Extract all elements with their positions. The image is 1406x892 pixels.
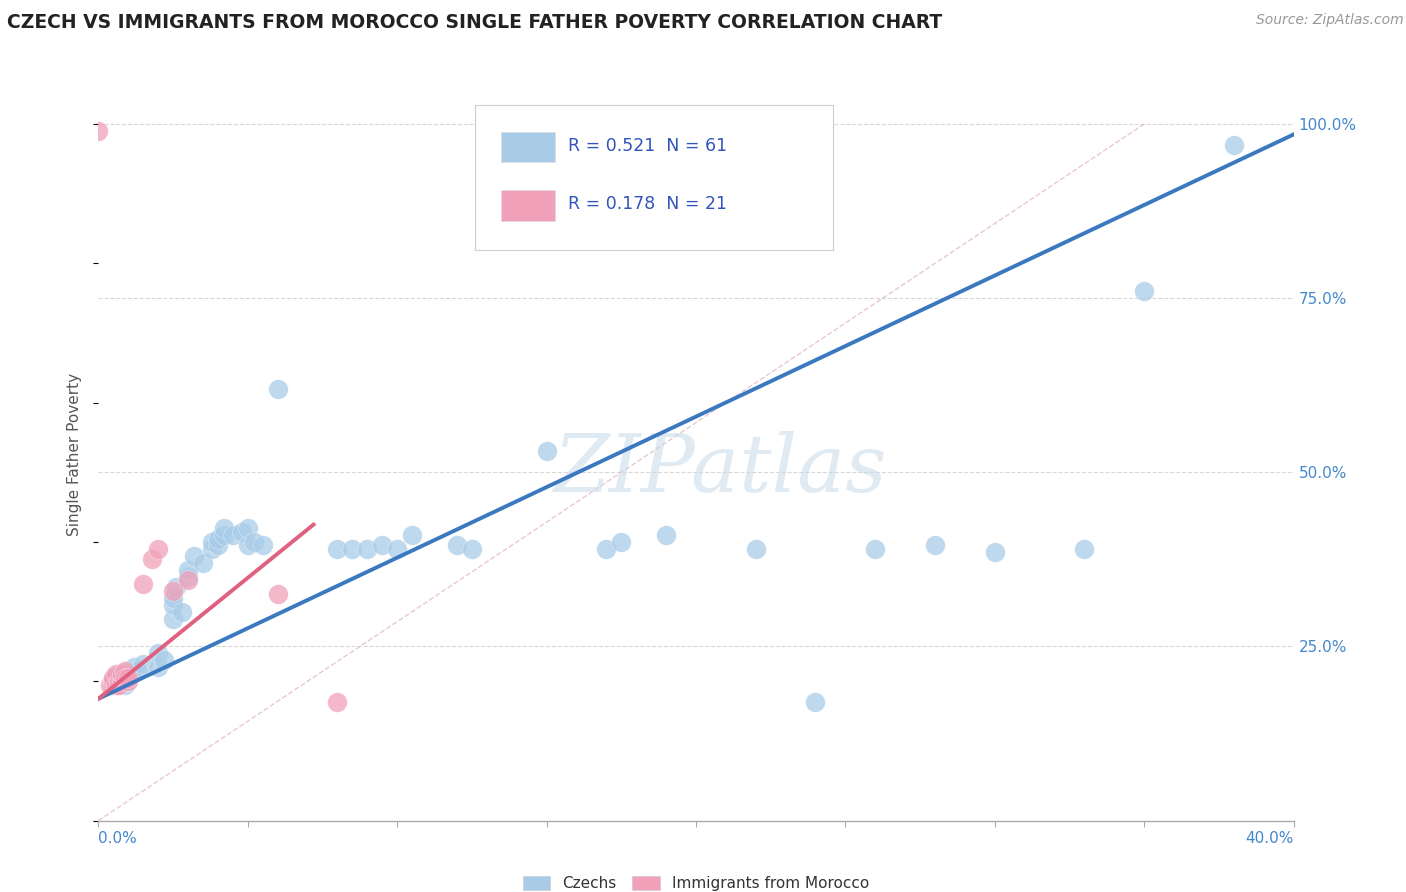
Point xyxy=(87,124,110,138)
FancyBboxPatch shape xyxy=(501,132,555,162)
Point xyxy=(103,674,125,689)
Point xyxy=(132,657,155,671)
Point xyxy=(127,664,149,678)
Point xyxy=(108,674,131,689)
Point xyxy=(111,674,134,689)
Text: ZIPatlas: ZIPatlas xyxy=(553,431,887,508)
Point xyxy=(461,541,484,556)
Point xyxy=(148,541,170,556)
Point xyxy=(385,541,409,556)
Point xyxy=(1223,137,1246,152)
Point xyxy=(114,667,136,681)
Point xyxy=(105,667,128,681)
Point xyxy=(1133,284,1156,298)
Point xyxy=(201,535,224,549)
FancyBboxPatch shape xyxy=(475,105,834,250)
Point xyxy=(342,541,364,556)
Point xyxy=(114,664,136,678)
Point xyxy=(111,671,134,685)
Point xyxy=(103,678,125,692)
Text: Source: ZipAtlas.com: Source: ZipAtlas.com xyxy=(1256,13,1403,28)
Point xyxy=(103,671,125,685)
Point xyxy=(120,667,142,681)
Point xyxy=(100,678,122,692)
Point xyxy=(222,528,245,542)
Text: R = 0.521  N = 61: R = 0.521 N = 61 xyxy=(568,136,727,154)
Point xyxy=(655,528,678,542)
Point xyxy=(177,563,200,577)
Point xyxy=(865,541,887,556)
Point xyxy=(371,539,394,553)
Point xyxy=(105,678,128,692)
Point xyxy=(103,671,125,685)
Point xyxy=(108,667,131,681)
Point xyxy=(536,444,558,458)
Point xyxy=(804,695,827,709)
Point xyxy=(162,598,184,612)
Point xyxy=(117,671,139,685)
Point xyxy=(212,521,235,535)
Point xyxy=(124,660,146,674)
Point xyxy=(177,570,200,584)
Point xyxy=(117,674,139,689)
Point xyxy=(191,556,214,570)
Point xyxy=(132,576,155,591)
Point xyxy=(111,667,134,681)
Point xyxy=(172,605,194,619)
Point xyxy=(162,612,184,626)
Point xyxy=(610,535,633,549)
Point xyxy=(236,521,259,535)
Point xyxy=(401,528,423,542)
Text: CZECH VS IMMIGRANTS FROM MOROCCO SINGLE FATHER POVERTY CORRELATION CHART: CZECH VS IMMIGRANTS FROM MOROCCO SINGLE … xyxy=(7,13,942,32)
Point xyxy=(212,528,235,542)
Point xyxy=(745,541,768,556)
Point xyxy=(326,541,349,556)
Point xyxy=(595,541,617,556)
Point xyxy=(108,678,131,692)
Point xyxy=(165,580,187,594)
FancyBboxPatch shape xyxy=(501,190,555,221)
Point xyxy=(207,532,229,546)
Point xyxy=(114,671,136,685)
Point xyxy=(153,653,176,667)
Point xyxy=(117,664,139,678)
Point xyxy=(117,671,139,685)
Point xyxy=(207,539,229,553)
Point xyxy=(231,524,253,539)
Point xyxy=(252,539,274,553)
Point xyxy=(236,539,259,553)
Legend: Czechs, Immigrants from Morocco: Czechs, Immigrants from Morocco xyxy=(517,870,875,892)
Point xyxy=(243,535,266,549)
Point xyxy=(201,541,224,556)
Point xyxy=(1073,541,1095,556)
Point xyxy=(148,647,170,661)
Point xyxy=(162,583,184,598)
Point xyxy=(984,545,1007,559)
Point xyxy=(183,549,205,563)
Point xyxy=(326,695,349,709)
Point xyxy=(267,587,290,601)
Point xyxy=(924,539,946,553)
Point xyxy=(141,552,163,566)
Point xyxy=(177,574,200,588)
Y-axis label: Single Father Poverty: Single Father Poverty xyxy=(67,374,83,536)
Point xyxy=(148,660,170,674)
Point xyxy=(356,541,378,556)
Point xyxy=(446,539,468,553)
Point xyxy=(111,674,134,689)
Text: 40.0%: 40.0% xyxy=(1246,831,1294,846)
Point xyxy=(117,674,139,689)
Point xyxy=(103,674,125,689)
Text: R = 0.178  N = 21: R = 0.178 N = 21 xyxy=(568,195,727,213)
Point xyxy=(267,382,290,396)
Point xyxy=(114,678,136,692)
Text: 0.0%: 0.0% xyxy=(98,831,138,846)
Point xyxy=(162,591,184,605)
